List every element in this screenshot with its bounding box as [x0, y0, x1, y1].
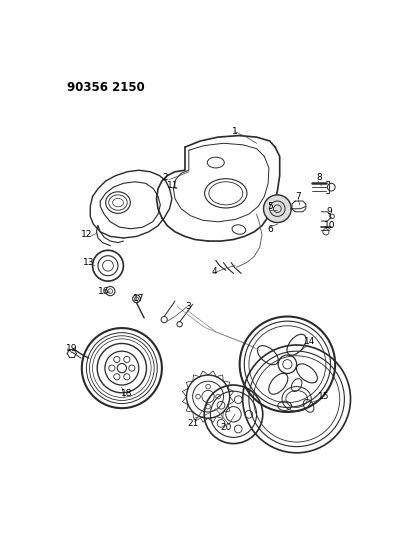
Text: 8: 8	[316, 173, 322, 182]
Text: 14: 14	[304, 337, 316, 346]
Text: 2: 2	[162, 173, 167, 182]
Text: 90356 2150: 90356 2150	[67, 81, 145, 94]
Text: 6: 6	[268, 225, 273, 234]
Circle shape	[264, 195, 291, 223]
Text: 10: 10	[323, 221, 335, 230]
Text: 12: 12	[81, 230, 93, 239]
Text: 11: 11	[167, 181, 179, 190]
Text: 19: 19	[66, 344, 77, 353]
Text: 18: 18	[121, 389, 132, 398]
Text: 21: 21	[187, 419, 198, 428]
Text: 5: 5	[268, 202, 273, 211]
Text: 15: 15	[318, 392, 330, 401]
Text: 13: 13	[83, 258, 94, 267]
Text: 4: 4	[212, 268, 217, 276]
Text: 1: 1	[232, 127, 238, 136]
Text: 17: 17	[134, 294, 145, 303]
Text: 20: 20	[220, 423, 232, 432]
Text: 16: 16	[98, 287, 110, 296]
Text: 9: 9	[326, 207, 332, 216]
Text: 7: 7	[295, 192, 301, 201]
Text: 3: 3	[185, 302, 191, 311]
